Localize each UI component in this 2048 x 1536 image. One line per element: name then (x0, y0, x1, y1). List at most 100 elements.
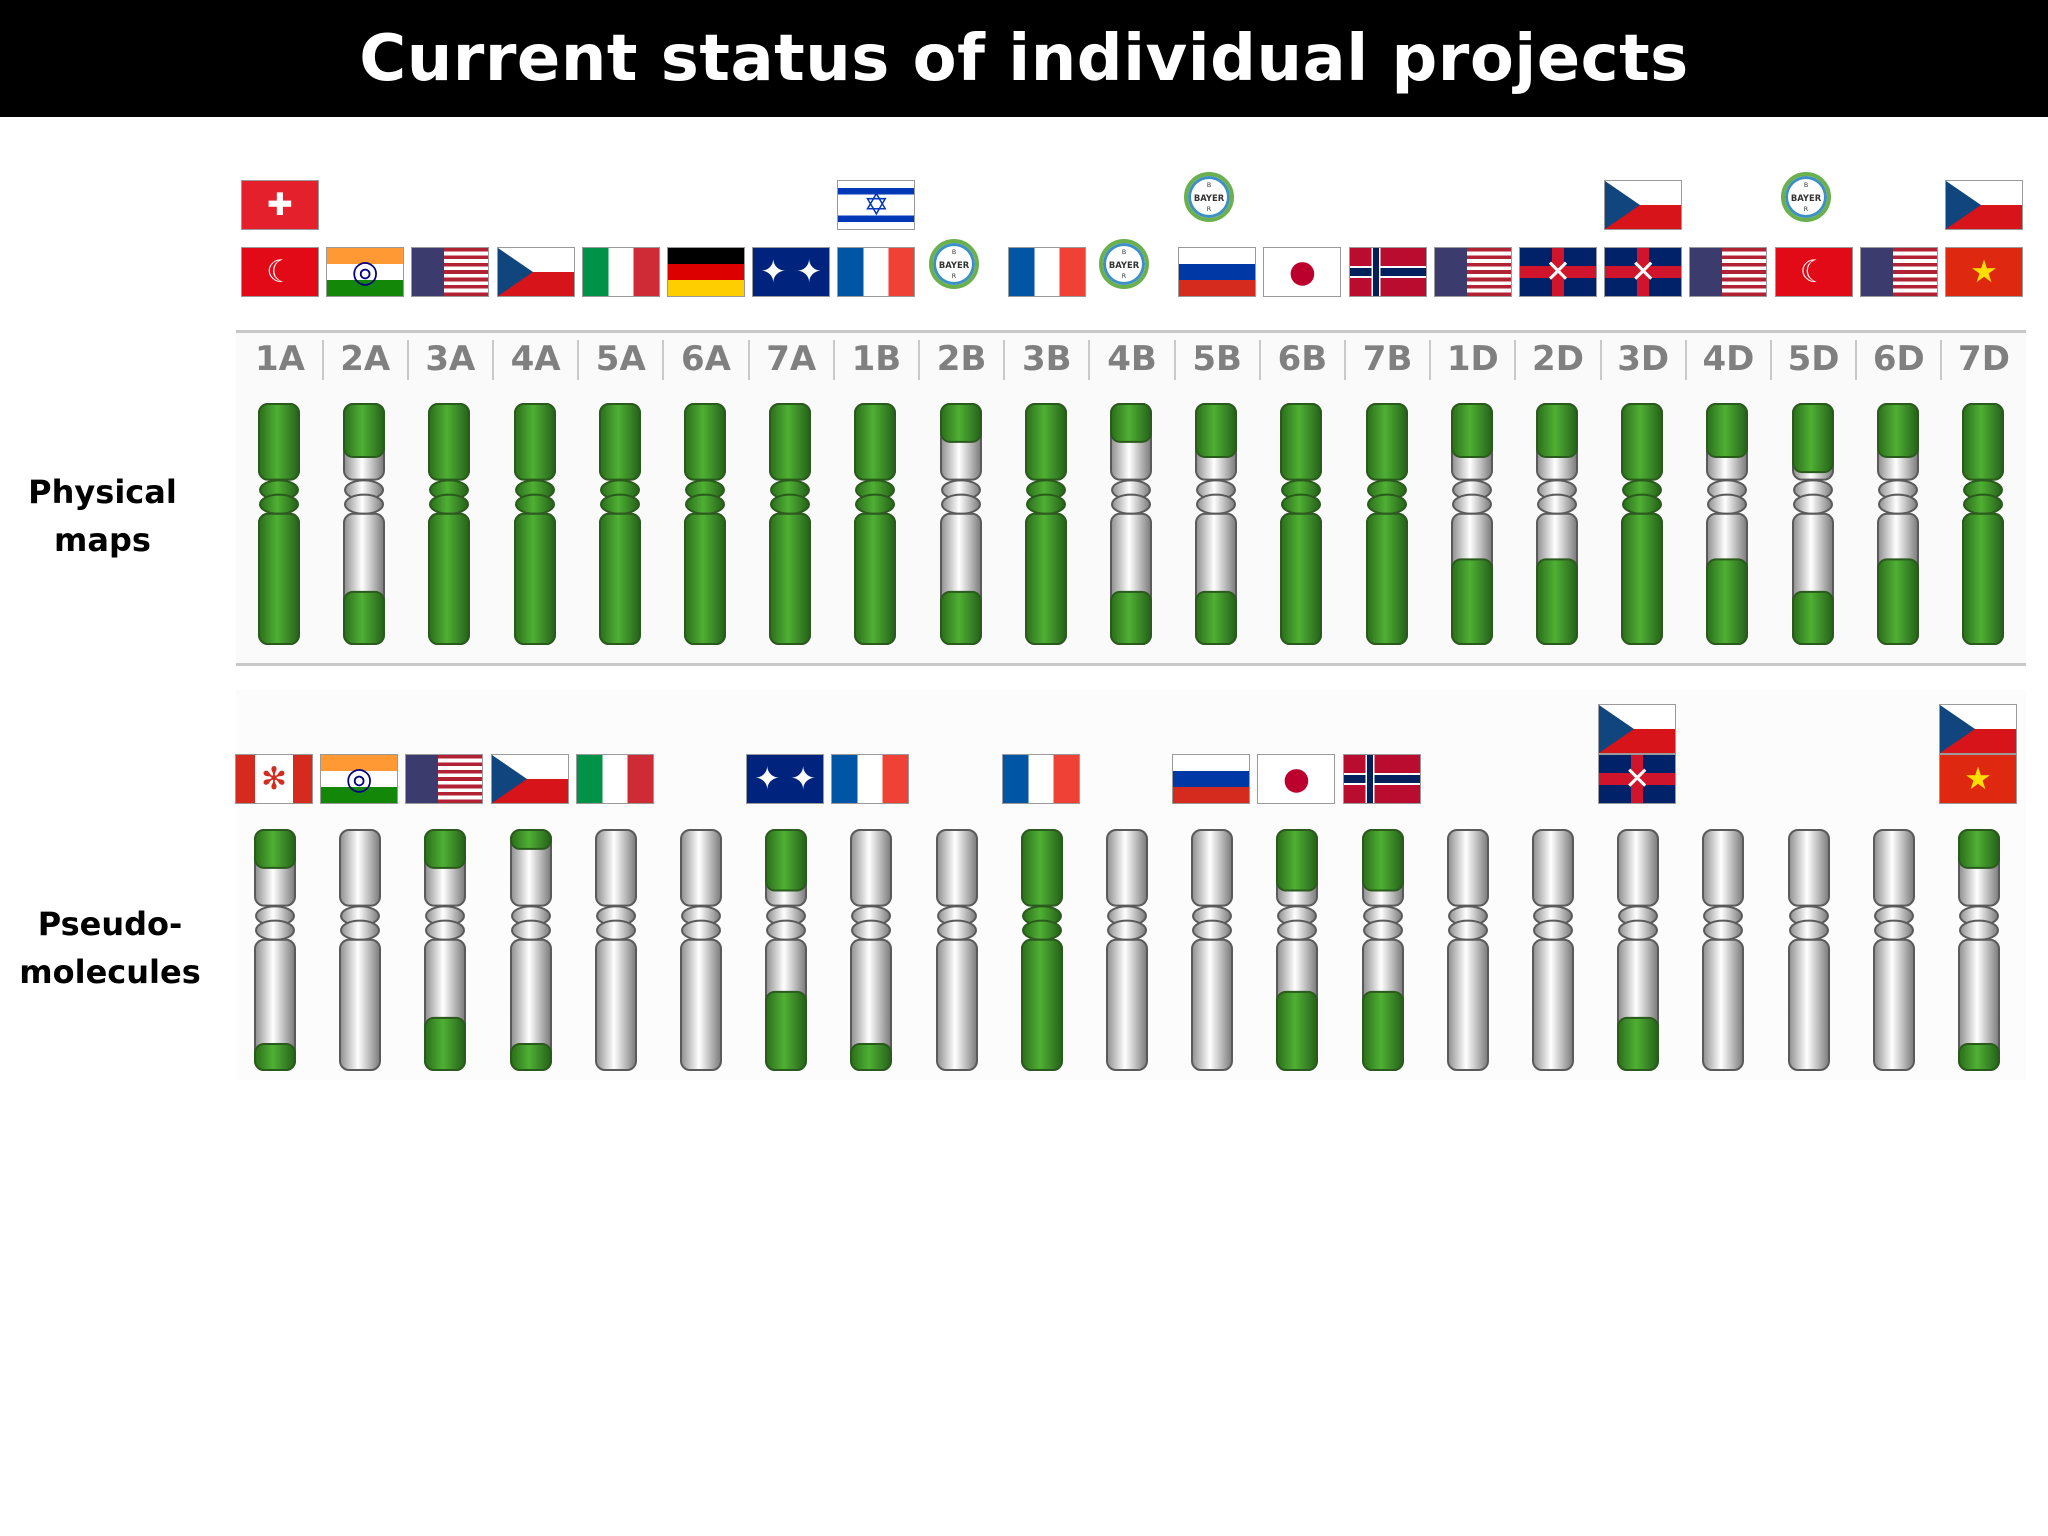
title-bar: Current status of individual projects (0, 0, 2048, 117)
czech-flag-icon (490, 754, 569, 804)
column-separator (832, 340, 835, 380)
centromere (1707, 493, 1748, 515)
chromosome-label-4a: 4A (510, 339, 561, 379)
chromosome-physical-6d (1876, 403, 1919, 645)
centromere (1618, 919, 1659, 941)
column-separator (1344, 340, 1346, 380)
china-flag-icon: ★ (1939, 754, 2017, 804)
centromere (259, 493, 299, 515)
china-flag-icon: ★ (1945, 247, 2023, 297)
svg-text:R: R (1207, 206, 1212, 213)
long-arm (1365, 512, 1408, 645)
long-arm (850, 938, 893, 1072)
chromosome-label-7b: 7B (1362, 339, 1413, 379)
long-arm (509, 938, 552, 1072)
chromosome-physical-1a (258, 403, 300, 645)
long-arm (854, 512, 897, 645)
bayer-logo-icon: BAYER B R (1184, 172, 1235, 222)
chromosome-pseudo-6b (1276, 829, 1319, 1072)
chromosome-pseudo-7a (765, 829, 808, 1072)
long-arm (939, 512, 982, 645)
chromosome-physical-4a (513, 403, 556, 645)
long-arm (1106, 938, 1148, 1071)
long-arm (1024, 512, 1067, 645)
long-arm (339, 938, 382, 1071)
svg-text:B: B (1122, 249, 1126, 256)
short-arm (1617, 829, 1660, 907)
short-arm (1446, 829, 1489, 907)
centromere (1533, 919, 1573, 941)
italy-flag-icon (575, 754, 654, 804)
long-arm (343, 512, 386, 645)
chromosome-pseudo-1a (254, 829, 296, 1072)
short-arm (769, 403, 812, 481)
chromosome-physical-2d (1536, 403, 1578, 645)
centromere (514, 493, 555, 515)
centromere (1963, 493, 2003, 515)
long-arm (1617, 938, 1660, 1071)
long-arm (1962, 512, 2004, 645)
centromere (1959, 919, 1999, 941)
chromosome-physical-3b (1024, 403, 1067, 645)
france-flag-icon (831, 754, 910, 804)
long-arm (680, 938, 722, 1071)
short-arm (1020, 829, 1063, 907)
short-arm (428, 403, 471, 481)
short-arm (513, 403, 556, 481)
centromere (1196, 493, 1237, 515)
chromosome-label-6d: 6D (1872, 339, 1925, 379)
centromere (770, 493, 811, 515)
column-separator (1514, 340, 1517, 380)
czech-flag-icon (1945, 180, 2023, 230)
usa-flag-icon (1689, 247, 1768, 297)
france-flag-icon (1001, 754, 1080, 804)
usa-flag-icon (1859, 247, 1938, 297)
chromosome-pseudo-5a (594, 829, 637, 1071)
short-arm (1106, 829, 1148, 907)
short-arm (1361, 829, 1404, 907)
column-separator (1855, 340, 1858, 380)
chromosome-physical-1d (1450, 403, 1493, 645)
chromosome-label-4b: 4B (1107, 339, 1157, 379)
column-separator (1599, 340, 1602, 380)
canada-flag-icon: ✻ (235, 754, 313, 804)
column-separator (1003, 340, 1006, 380)
long-arm (254, 938, 296, 1072)
chromosome-pseudo-2d (1532, 829, 1574, 1071)
centromere (1366, 493, 1407, 515)
japan-flag-icon: ● (1257, 754, 1336, 804)
centromere (681, 919, 721, 941)
long-arm (1532, 938, 1574, 1071)
svg-text:R: R (1122, 273, 1127, 280)
chromosome-pseudo-2a (339, 829, 382, 1071)
chromosome-label-5d: 5D (1787, 339, 1840, 379)
long-arm (1361, 938, 1404, 1072)
short-arm (680, 829, 722, 907)
long-arm (1536, 512, 1578, 645)
chromosome-physical-2a (343, 403, 386, 645)
centromere (1788, 919, 1829, 941)
short-arm (939, 403, 982, 481)
centromere (1021, 919, 1062, 941)
short-arm (594, 829, 637, 907)
centromere (1877, 493, 1918, 515)
short-arm (765, 829, 808, 907)
centromere (599, 493, 640, 515)
long-arm (1872, 938, 1915, 1071)
short-arm (935, 829, 978, 907)
short-arm (1450, 403, 1493, 481)
short-arm (1191, 829, 1234, 907)
column-separator (1173, 340, 1176, 380)
centromere (1792, 493, 1833, 515)
short-arm (1195, 403, 1238, 481)
centromere (1281, 493, 1322, 515)
chromosome-label-5a: 5A (595, 339, 646, 379)
chromosome-label-6b: 6B (1277, 339, 1328, 379)
chromosome-label-5b: 5B (1192, 339, 1242, 379)
long-arm (424, 938, 467, 1071)
centromere (1447, 919, 1488, 941)
short-arm (1280, 403, 1323, 481)
short-arm (258, 403, 300, 481)
long-arm (1791, 512, 1834, 645)
chromosome-label-1a: 1A (255, 339, 305, 379)
